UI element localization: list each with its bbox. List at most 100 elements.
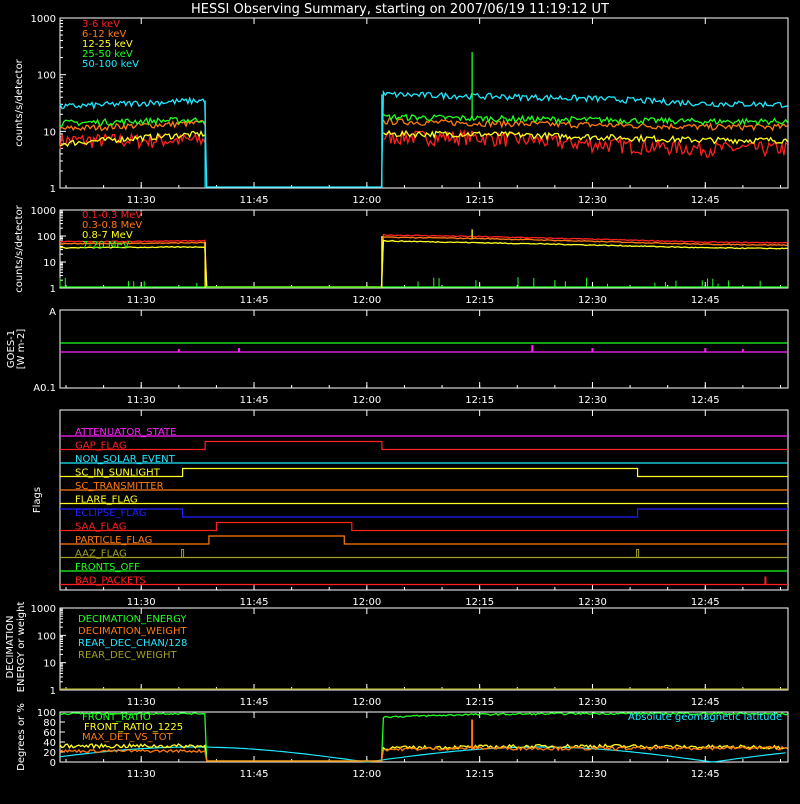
flag-label-particle_flag: PARTICLE_FLAG (75, 535, 152, 546)
flag-label-attenuator_state: ATTENUATOR_STATE (75, 427, 176, 438)
series-geomagnetic-latitude (59, 746, 786, 763)
aaz-pulse (636, 549, 640, 558)
legend-12-25-keV: 12-25 keV (82, 39, 133, 50)
legend-decimation_energy: DECIMATION_ENERGY (78, 614, 187, 625)
y-tick-label: 100 (37, 71, 56, 82)
time-tick-label: 12:15 (465, 295, 494, 306)
goes-tick-label: A (49, 307, 56, 318)
flag-label-fronts_off: FRONTS_OFF (75, 562, 140, 573)
time-tick-label: 12:00 (352, 597, 381, 608)
time-tick-label: 12:45 (691, 295, 720, 306)
panel-flags-frame (59, 409, 789, 591)
time-tick-label: 12:30 (578, 597, 607, 608)
time-tick-label: 12:30 (578, 295, 607, 306)
panel-high-energy-ylabel: counts/s/detector (14, 204, 25, 292)
legend-front-ratio: FRONT_RATIO (82, 712, 151, 723)
time-tick-label: 11:45 (240, 697, 269, 708)
panel-goes-ylabel-units: [W m-2] (16, 329, 27, 370)
time-tick-label: 11:45 (240, 395, 269, 406)
time-tick-label: 12:15 (465, 597, 494, 608)
flag-line-gap_flag (60, 440, 788, 451)
flag-label-flare_flag: FLARE_FLAG (75, 495, 138, 506)
time-tick-label: 11:30 (127, 769, 156, 780)
series-0.3-0.8-MeV (59, 236, 788, 288)
time-tick-label: 12:00 (352, 195, 381, 206)
time-tick-label: 12:45 (691, 597, 720, 608)
time-tick-label: 12:15 (465, 195, 494, 206)
series-50-100-keV (59, 89, 788, 188)
series-25-50-keV (59, 113, 789, 127)
panel-low-energy-frame (59, 17, 789, 189)
y-tick-label: 1000 (31, 604, 56, 615)
flag-label-non_solar_event: NON_SOLAR_EVENT (75, 454, 176, 465)
y-tick-label: 1 (50, 184, 56, 195)
annotation-geomagnetic-latitude: Absolute geomagnetic latitude (628, 712, 782, 723)
legend-decimation_weight: DECIMATION_WEIGHT (78, 626, 187, 637)
panel-ratios-frame (59, 711, 789, 763)
legend-3-6-keV: 3-6 keV (82, 19, 120, 30)
series-front_ratio (59, 712, 788, 762)
legend-max-det-vs-tot: MAX_DET_VS_TOT (82, 732, 174, 743)
y-tick-label: 60 (43, 728, 56, 739)
time-tick-label: 11:30 (127, 697, 156, 708)
panel-decimation-frame (59, 607, 789, 691)
flag-line-eclipse_flag (60, 508, 788, 518)
y-tick-label: 100 (37, 708, 56, 719)
time-tick-label: 11:30 (127, 597, 156, 608)
time-tick-label: 11:45 (240, 769, 269, 780)
time-tick-label: 12:00 (352, 395, 381, 406)
time-tick-label: 12:45 (691, 195, 720, 206)
flag-label-gap_flag: GAP_FLAG (75, 441, 127, 452)
legend-rear_dec_chan-128: REAR_DEC_CHAN/128 (78, 638, 187, 649)
legend-0.1-0.3-MeV: 0.1-0.3 MeV (82, 210, 142, 221)
series-0.1-0.3-MeV (59, 233, 788, 288)
legend-rear_dec_weight: REAR_DEC_WEIGHT (78, 650, 177, 661)
legend-0.8-7-MeV: 0.8-7 MeV (82, 230, 133, 241)
panel-decimation-ylabel-1: DECIMATION (5, 615, 16, 678)
legend-0.3-0.8-MeV: 0.3-0.8 MeV (82, 220, 142, 231)
y-tick-label: 100 (37, 232, 56, 243)
panel-flags-ylabel: Flags (32, 487, 43, 513)
flag-line-saa_flag (60, 521, 788, 532)
time-tick-label: 12:30 (578, 395, 607, 406)
legend-front-ratio-1225: FRONT_RATIO_1225 (84, 722, 183, 733)
series-max_det_vs_tot (59, 745, 788, 762)
time-tick-label: 11:45 (240, 195, 269, 206)
legend-50-100-keV: 50-100 keV (82, 59, 139, 70)
time-tick-label: 12:30 (578, 769, 607, 780)
panel-goes-ylabel: GOES-1 (6, 330, 17, 368)
y-tick-label: 10 (43, 659, 56, 670)
panel-low-energy-ylabel: counts/s/detector (14, 58, 25, 146)
time-tick-label: 12:45 (691, 769, 720, 780)
flag-line-sc_in_sunlight (60, 467, 788, 478)
y-tick-label: 10 (43, 258, 56, 269)
y-tick-label: 10 (43, 127, 56, 138)
y-tick-label: 100 (37, 631, 56, 642)
time-tick-label: 12:15 (465, 395, 494, 406)
panel-goes-frame (59, 309, 789, 389)
flag-label-eclipse_flag: ECLIPSE_FLAG (75, 508, 146, 519)
time-tick-label: 12:00 (352, 769, 381, 780)
y-tick-label: 1 (50, 686, 56, 697)
legend-6-12-keV: 6-12 keV (82, 29, 126, 40)
legend-7-20-MeV: 7-20 MeV (82, 240, 130, 251)
time-tick-label: 12:30 (578, 195, 607, 206)
time-tick-label: 11:30 (127, 395, 156, 406)
flag-line-particle_flag (60, 535, 788, 545)
flag-label-aaz_flag: AAZ_FLAG (75, 549, 127, 560)
time-tick-label: 11:30 (127, 195, 156, 206)
y-tick-label: 1 (50, 284, 56, 295)
time-tick-label: 12:15 (465, 697, 494, 708)
time-tick-label: 11:45 (240, 597, 269, 608)
series-0.8-7-MeV (59, 240, 788, 288)
time-tick-label: 12:45 (691, 395, 720, 406)
time-tick-label: 12:45 (691, 697, 720, 708)
time-tick-label: 12:00 (352, 697, 381, 708)
time-tick-label: 12:30 (578, 697, 607, 708)
y-tick-label: 80 (43, 718, 56, 729)
panel-high-energy-frame (59, 209, 789, 289)
legend-25-50-keV: 25-50 keV (82, 49, 133, 60)
chart-title: HESSI Observing Summary, starting on 200… (191, 2, 609, 17)
